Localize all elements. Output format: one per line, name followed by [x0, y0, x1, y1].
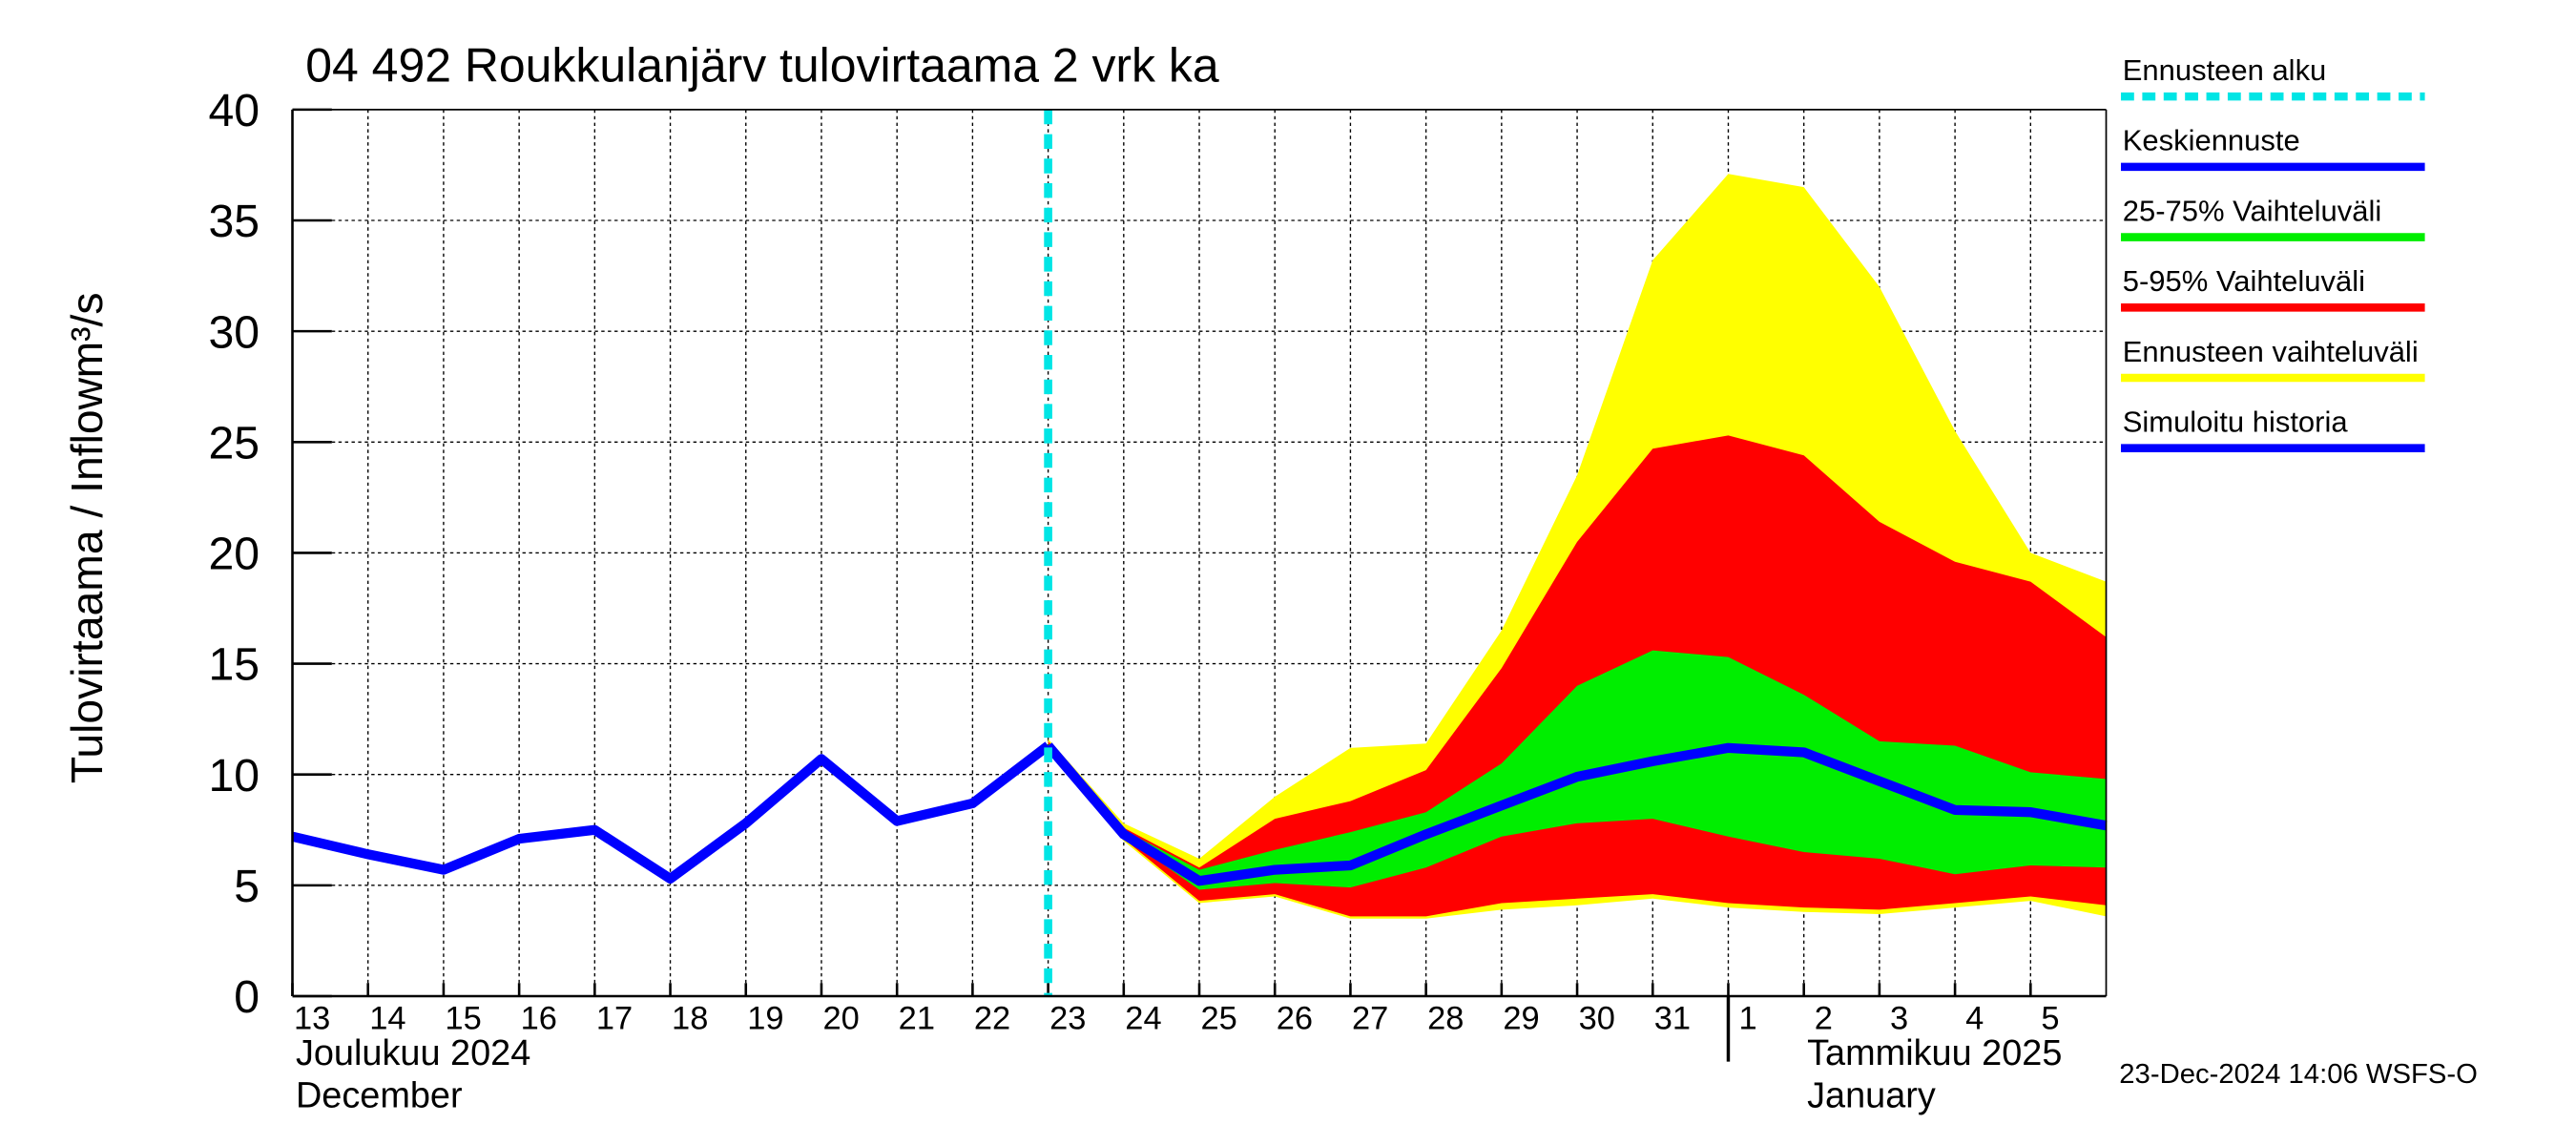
x-tick-label: 22: [974, 1000, 1010, 1036]
series-line: [1044, 742, 2108, 886]
y-tick-label: 5: [234, 861, 260, 912]
x-tick-label: 5: [2041, 1000, 2059, 1036]
x-tick-label: 4: [1965, 1000, 1984, 1036]
chart-title: 04 492 Roukkulanjärv tulovirtaama 2 vrk …: [305, 39, 1219, 93]
x-tick-label: 15: [445, 1000, 481, 1036]
x-tick-label: 17: [596, 1000, 633, 1036]
x-tick-label: 31: [1654, 1000, 1691, 1036]
x-tick-label: 23: [1049, 1000, 1086, 1036]
legend-label: Keskiennuste: [2123, 124, 2300, 157]
month-label: Tammikuu 2025: [1807, 1033, 2062, 1073]
legend-label: 5-95% Vaihteluväli: [2123, 264, 2365, 298]
y-tick-label: 20: [208, 529, 260, 580]
forecast-band: [1048, 650, 2107, 890]
month-label: January: [1807, 1076, 1936, 1116]
x-tick-label: 21: [899, 1000, 935, 1036]
x-tick-label: 2: [1815, 1000, 1833, 1036]
x-tick-label: 28: [1427, 1000, 1464, 1036]
x-tick-label: 27: [1352, 1000, 1388, 1036]
month-label: December: [296, 1076, 463, 1116]
x-tick-label: 24: [1125, 1000, 1161, 1036]
x-tick-label: 14: [369, 1000, 405, 1036]
x-tick-label: 1: [1739, 1000, 1757, 1036]
x-tick-label: 26: [1277, 1000, 1313, 1036]
y-tick-label: 10: [208, 750, 260, 802]
y-tick-label: 35: [208, 196, 260, 247]
x-tick-label: 13: [294, 1000, 330, 1036]
x-tick-label: 30: [1579, 1000, 1615, 1036]
series-line: [291, 741, 1051, 885]
x-tick-label: 29: [1503, 1000, 1539, 1036]
legend-label: Simuloitu historia: [2123, 406, 2349, 439]
x-tick-label: 16: [521, 1000, 557, 1036]
y-tick-label: 30: [208, 306, 260, 358]
x-tick-label: 25: [1201, 1000, 1237, 1036]
month-label: Joulukuu 2024: [296, 1033, 530, 1073]
y-tick-label: 0: [234, 971, 260, 1023]
x-tick-label: 19: [747, 1000, 783, 1036]
y-tick-label: 40: [208, 85, 260, 136]
x-tick-label: 18: [672, 1000, 708, 1036]
y-axis-label: Tulovirtaama / Inflow: [62, 377, 112, 783]
x-tick-label: 20: [822, 1000, 859, 1036]
legend-label: 25-75% Vaihteluväli: [2123, 194, 2381, 227]
x-tick-label: 3: [1890, 1000, 1908, 1036]
legend-label: Ennusteen alku: [2123, 53, 2327, 87]
y-tick-label: 25: [208, 418, 260, 469]
timestamp: 23-Dec-2024 14:06 WSFS-O: [2119, 1059, 2478, 1090]
y-tick-label: 15: [208, 639, 260, 691]
y-axis-unit: m³/s: [62, 292, 112, 378]
legend-label: Ennusteen vaihteluväli: [2123, 335, 2419, 368]
